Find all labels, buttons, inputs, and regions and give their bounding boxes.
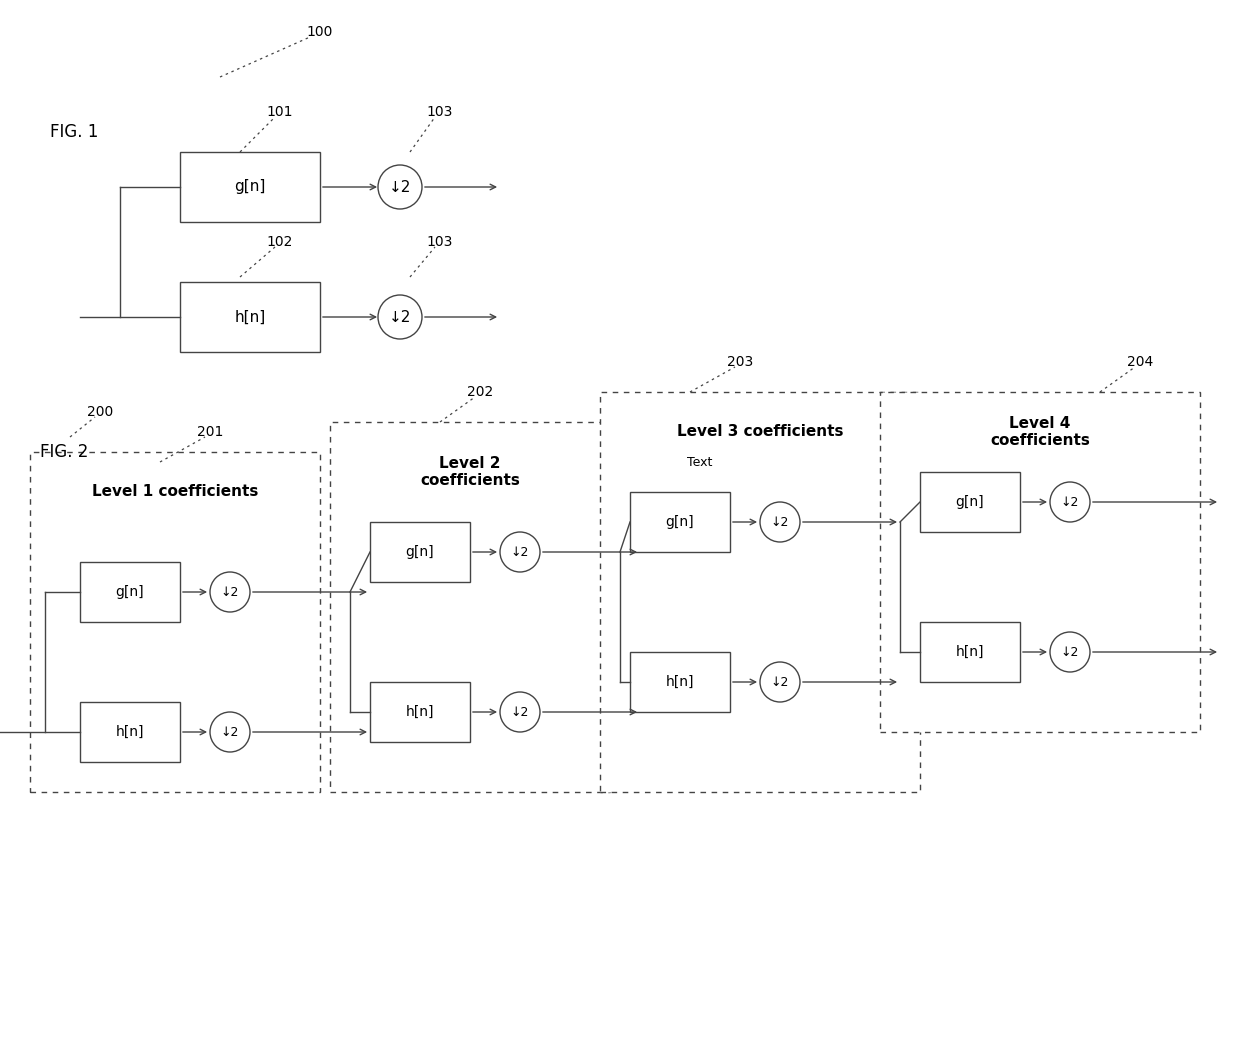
Text: Level 1 coefficients: Level 1 coefficients xyxy=(92,484,258,499)
Circle shape xyxy=(210,572,250,612)
Text: Text: Text xyxy=(687,456,713,468)
Text: h[n]: h[n] xyxy=(234,309,265,325)
Text: g[n]: g[n] xyxy=(956,495,985,509)
Text: ↓2: ↓2 xyxy=(771,515,789,529)
Text: 201: 201 xyxy=(197,425,223,439)
Text: g[n]: g[n] xyxy=(115,585,144,599)
Text: ↓2: ↓2 xyxy=(221,585,239,599)
Bar xyxy=(630,492,730,552)
Text: ↓2: ↓2 xyxy=(1060,496,1079,509)
Text: h[n]: h[n] xyxy=(666,675,694,689)
Bar xyxy=(180,282,320,352)
Text: ↓2: ↓2 xyxy=(389,309,412,325)
Text: h[n]: h[n] xyxy=(956,645,985,660)
Circle shape xyxy=(378,295,422,339)
Bar xyxy=(630,652,730,712)
Bar xyxy=(370,682,470,742)
Bar xyxy=(81,702,180,763)
Circle shape xyxy=(1050,482,1090,523)
Circle shape xyxy=(760,502,800,542)
Circle shape xyxy=(500,692,539,732)
Text: 100: 100 xyxy=(306,25,334,39)
Bar xyxy=(81,562,180,622)
Text: Level 3 coefficients: Level 3 coefficients xyxy=(677,425,843,440)
Text: FIG. 1: FIG. 1 xyxy=(50,123,98,141)
Text: 202: 202 xyxy=(467,386,494,399)
Text: ↓2: ↓2 xyxy=(1060,646,1079,658)
Text: Level 4
coefficients: Level 4 coefficients xyxy=(990,416,1090,448)
Text: ↓2: ↓2 xyxy=(389,179,412,194)
Text: g[n]: g[n] xyxy=(666,515,694,529)
Text: 203: 203 xyxy=(727,355,753,369)
Bar xyxy=(330,422,610,792)
Text: h[n]: h[n] xyxy=(115,725,144,739)
Circle shape xyxy=(210,712,250,752)
Text: FIG. 2: FIG. 2 xyxy=(40,443,88,461)
Circle shape xyxy=(760,662,800,702)
Text: 103: 103 xyxy=(427,235,453,249)
Bar xyxy=(30,452,320,792)
Circle shape xyxy=(378,165,422,209)
Text: 200: 200 xyxy=(87,405,113,419)
Bar xyxy=(920,472,1021,532)
Text: ↓2: ↓2 xyxy=(771,675,789,688)
Bar xyxy=(180,152,320,222)
Bar xyxy=(370,523,470,582)
Circle shape xyxy=(500,532,539,572)
Text: ↓2: ↓2 xyxy=(221,725,239,738)
Text: 101: 101 xyxy=(267,105,293,119)
Text: 102: 102 xyxy=(267,235,293,249)
Text: ↓2: ↓2 xyxy=(511,705,529,719)
Text: 103: 103 xyxy=(427,105,453,119)
Text: g[n]: g[n] xyxy=(234,179,265,194)
Text: g[n]: g[n] xyxy=(405,545,434,559)
Bar xyxy=(600,392,920,792)
Text: ↓2: ↓2 xyxy=(511,546,529,559)
Bar xyxy=(920,622,1021,682)
Text: 204: 204 xyxy=(1127,355,1153,369)
Text: h[n]: h[n] xyxy=(405,705,434,719)
Text: Level 2
coefficients: Level 2 coefficients xyxy=(420,456,520,489)
Bar xyxy=(880,392,1200,732)
Circle shape xyxy=(1050,632,1090,672)
